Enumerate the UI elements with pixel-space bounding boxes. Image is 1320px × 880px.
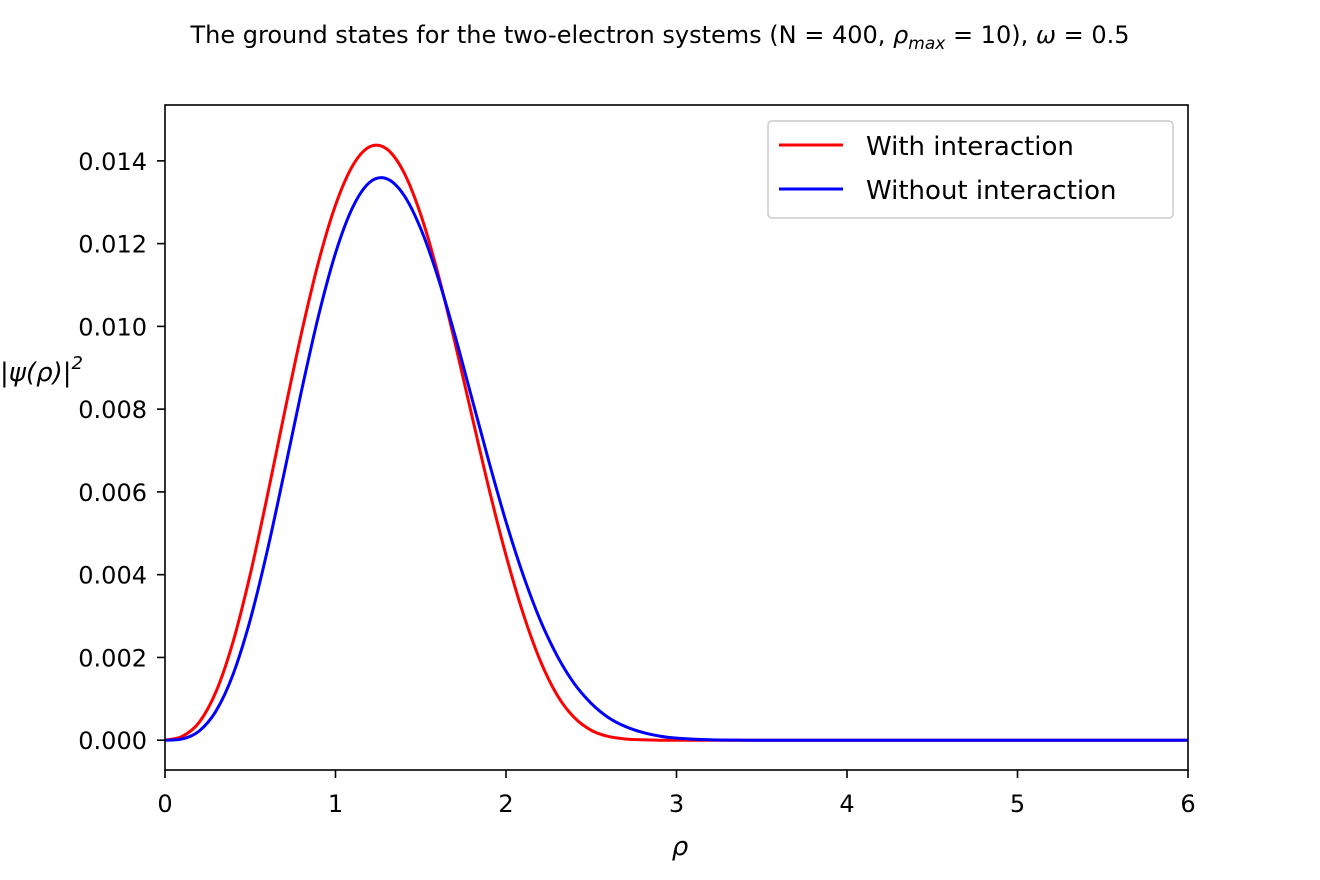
plot-series — [164, 143, 1188, 742]
x-tick-label: 1 — [328, 790, 343, 818]
y-tick-label: 0.004 — [78, 562, 147, 590]
x-tick-label: 6 — [1180, 790, 1195, 818]
y-axis-label: |ψ(ρ)|2 — [0, 353, 83, 388]
x-tick-label: 0 — [157, 790, 172, 818]
x-tick-label: 4 — [839, 790, 854, 818]
legend-label-without-interaction: Without interaction — [866, 176, 1117, 206]
x-tick-label: 5 — [1010, 790, 1025, 818]
y-tick-label: 0.000 — [78, 727, 147, 755]
y-tick-label: 0.006 — [78, 479, 147, 507]
x-axis-label: ρ — [672, 832, 689, 862]
series-line-without-interaction — [164, 176, 1188, 742]
x-tick-label: 2 — [498, 790, 513, 818]
x-axis-ticks: 0 1 2 3 4 5 6 — [157, 770, 1196, 818]
y-tick-label: 0.002 — [78, 644, 147, 672]
legend-label-with-interaction: With interaction — [866, 132, 1074, 162]
y-axis-ticks: 0.000 0.002 0.004 0.006 0.008 0.010 0.012 0.014 — [78, 148, 165, 755]
series-line-with-interaction — [164, 143, 1188, 742]
y-tick-label: 0.014 — [78, 148, 147, 176]
y-tick-label: 0.008 — [78, 396, 147, 424]
chart-title: The ground states for the two-electron s… — [190, 21, 1130, 54]
legend: With interaction Without interaction — [767, 120, 1174, 219]
plot-frame — [164, 104, 1189, 771]
legend-box — [767, 120, 1174, 219]
x-tick-label: 3 — [669, 790, 684, 818]
y-tick-label: 0.010 — [78, 313, 147, 341]
y-tick-label: 0.012 — [78, 231, 147, 259]
